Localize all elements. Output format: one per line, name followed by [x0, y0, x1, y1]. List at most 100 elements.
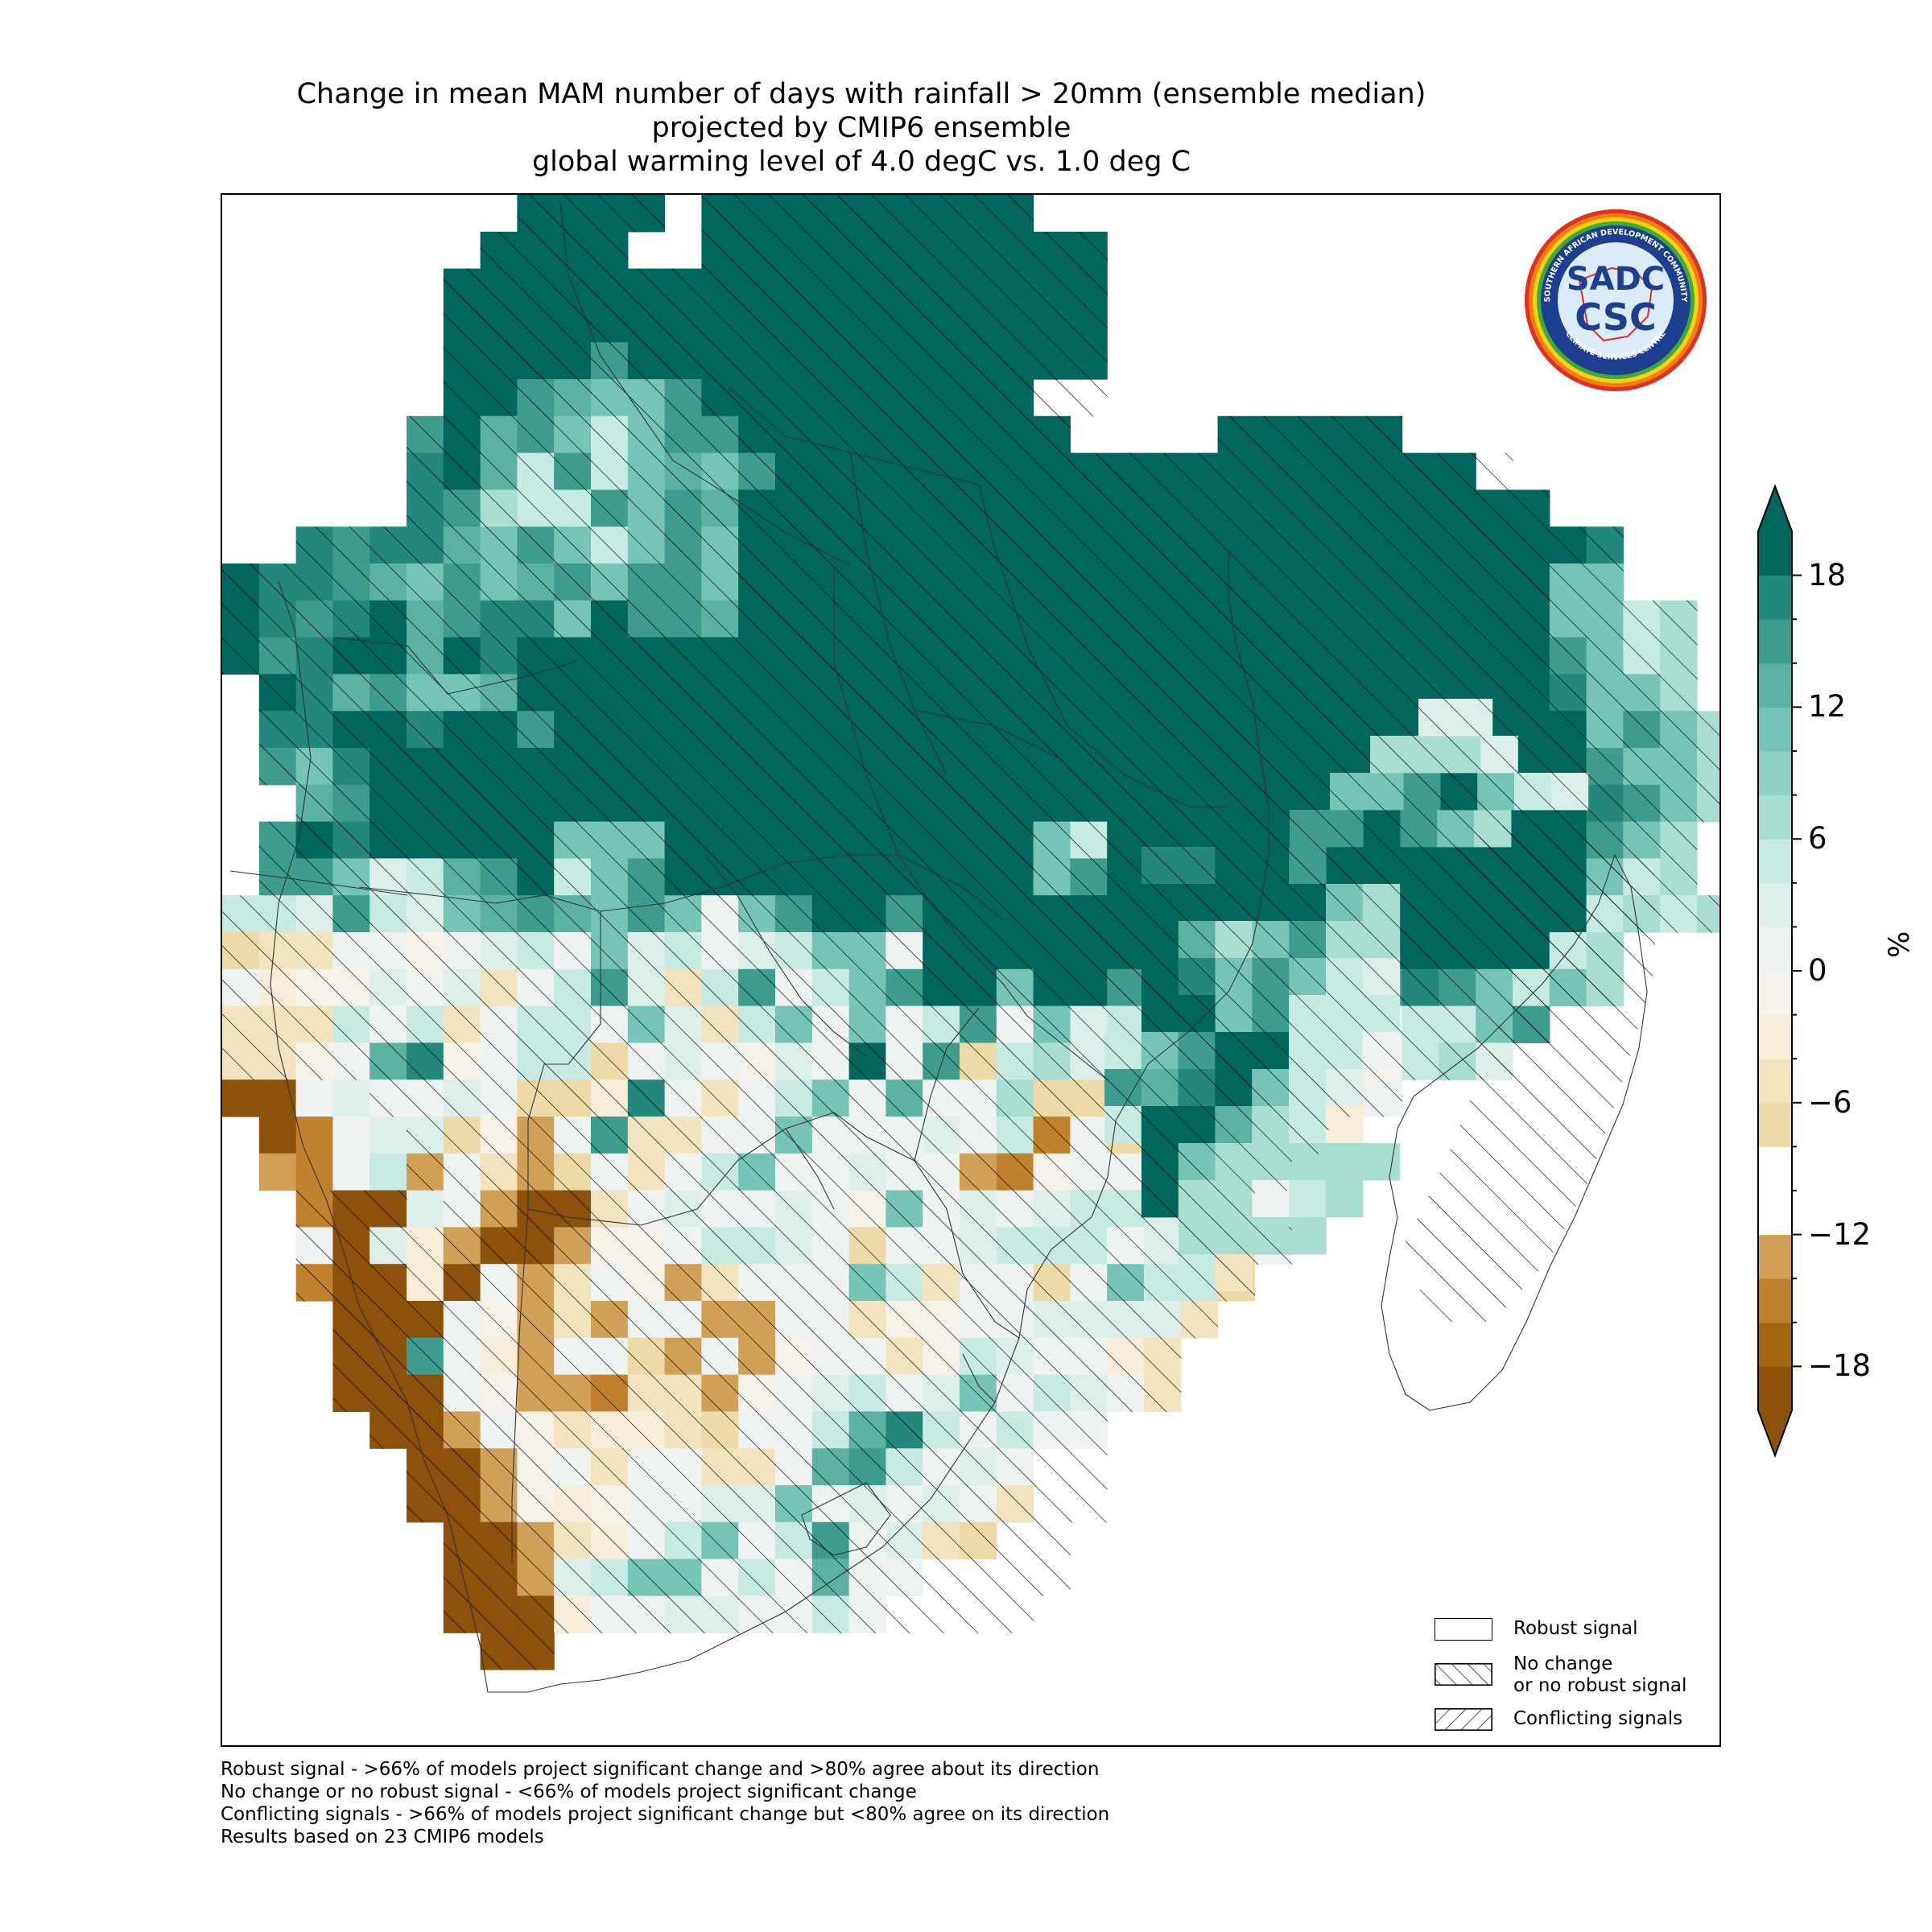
hatch-cell: [848, 968, 886, 1007]
hatch-cell: [1439, 1042, 1476, 1080]
hatch-cell: [848, 379, 886, 417]
hatch-cell: [407, 968, 444, 1007]
hatch-cell: [1476, 674, 1513, 712]
hatch-cell: [258, 821, 297, 859]
hatch-cell: [996, 305, 1034, 343]
hatch-cell: [738, 1485, 776, 1523]
hatch-cell: [295, 784, 333, 823]
hatch-cell: [222, 1042, 260, 1080]
hatch-cell: [664, 379, 702, 417]
hatch-cell: [848, 305, 886, 343]
hatch-cell: [664, 342, 702, 380]
hatch-cell: [923, 1190, 960, 1228]
hatch-cell: [1217, 858, 1255, 896]
hatch-cell: [1328, 932, 1366, 970]
hatch-cell: [591, 342, 629, 380]
hatch-cell: [480, 1633, 518, 1670]
hatch-cell: [886, 1596, 923, 1633]
map-panel[interactable]: [221, 193, 1721, 1747]
hatch-cell: [960, 674, 997, 712]
hatch-cell: [1254, 489, 1292, 527]
hatch-cell: [1107, 968, 1145, 1007]
hatch-cell: [1107, 895, 1145, 933]
hatch-cell: [443, 452, 481, 490]
colorbar-extend-min: [1758, 1410, 1792, 1455]
hatch-cell: [627, 1227, 666, 1265]
hatch-cell: [1033, 1485, 1071, 1523]
hatch-cell: [886, 674, 923, 712]
hatch-cell: [923, 305, 960, 343]
hatch-cell: [1107, 637, 1145, 675]
hatch-cell: [848, 1411, 886, 1449]
hatch-cell: [811, 895, 850, 933]
hatch-cell: [407, 637, 444, 675]
hatch-cell: [517, 784, 555, 823]
hatch-cell: [738, 1080, 776, 1117]
hatch-cell: [258, 600, 297, 638]
hatch-cell: [627, 1005, 666, 1043]
hatch-cell: [480, 415, 518, 454]
hatch-cell: [517, 526, 555, 564]
hatch-cell: [1144, 1117, 1182, 1154]
hatch-cell: [369, 784, 407, 823]
hatch-cell: [332, 821, 370, 859]
hatch-cell: [369, 1337, 407, 1376]
colorbar-bin-7: [1758, 1014, 1792, 1059]
hatch-cell: [923, 637, 960, 675]
hatch-cell: [407, 1337, 444, 1376]
hatch-cell: [480, 1337, 518, 1376]
hatch-cell: [1513, 711, 1550, 749]
hatch-cell: [886, 1042, 923, 1080]
hatch-cell: [1364, 526, 1403, 564]
hatch-cell: [591, 1080, 629, 1117]
hatch-cell: [775, 932, 813, 970]
hatch-cell: [811, 600, 850, 638]
hatch-cell: [886, 1301, 923, 1339]
madagascar-outline: [1381, 853, 1648, 1411]
hatch-cell: [1144, 895, 1182, 933]
hatch-cell: [1586, 674, 1624, 712]
hatch-cell: [886, 932, 923, 970]
hatch-cell: [738, 1301, 776, 1339]
hatch-cell: [960, 564, 997, 601]
hatch-cell: [517, 1080, 555, 1117]
hatch-cell: [332, 564, 370, 601]
hatch-cell: [923, 858, 960, 896]
hatch-cell: [369, 1301, 407, 1339]
hatch-cell: [591, 195, 629, 233]
hatch-cell: [554, 600, 592, 638]
hatch-cell: [1070, 1227, 1108, 1265]
hatch-cell: [1180, 784, 1219, 823]
hatch-cell: [407, 858, 444, 896]
hatch-cell: [738, 415, 776, 454]
hatch-cell: [1070, 1485, 1108, 1523]
hatch-cell: [591, 1411, 629, 1449]
hatch-cell: [960, 1264, 997, 1302]
legend-label-no-change: No change or no robust signal: [1513, 1653, 1686, 1697]
hatch-cell: [960, 195, 997, 233]
hatch-cell: [443, 968, 481, 1007]
hatch-cell: [1070, 1080, 1108, 1117]
hatch-cell: [1328, 526, 1366, 564]
hatch-cell: [591, 1485, 629, 1523]
hatch-cell: [923, 600, 960, 638]
hatch-cell: [1291, 415, 1329, 454]
hatch-cell: [811, 1227, 850, 1265]
hatch-cell: [1291, 1080, 1329, 1117]
hatch-cell: [1033, 711, 1071, 749]
hatch-cell: [1254, 1005, 1292, 1043]
hatch-cell: [480, 342, 518, 380]
footnotes: Robust signal - >66% of models project s…: [221, 1758, 1109, 1848]
hatch-cell: [1439, 564, 1476, 601]
colorbar-bin-8: [1758, 971, 1792, 1016]
hatch-cell: [295, 1264, 333, 1302]
hatch-cell: [1070, 1117, 1108, 1154]
hatch-cell: [1623, 674, 1661, 712]
hatch-cell: [738, 1411, 776, 1449]
hatch-cell: [1623, 711, 1661, 749]
hatch-cell: [627, 1337, 666, 1376]
hatch-cell: [701, 415, 739, 454]
hatch-cell: [1476, 452, 1513, 490]
hatch-cell: [591, 415, 629, 454]
hatch-cell: [886, 1117, 923, 1154]
